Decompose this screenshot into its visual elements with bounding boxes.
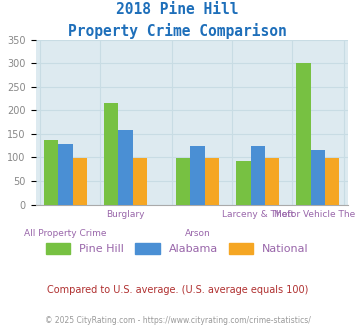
Text: Arson: Arson	[185, 229, 211, 238]
Bar	[325, 158, 339, 205]
Text: Compared to U.S. average. (U.S. average equals 100): Compared to U.S. average. (U.S. average …	[47, 285, 308, 295]
Bar	[58, 144, 73, 205]
Text: 2018 Pine Hill: 2018 Pine Hill	[116, 2, 239, 16]
Text: All Property Crime: All Property Crime	[24, 229, 107, 238]
Bar	[265, 158, 279, 205]
Text: Property Crime Comparison: Property Crime Comparison	[68, 23, 287, 39]
Legend: Pine Hill, Alabama, National: Pine Hill, Alabama, National	[42, 238, 313, 258]
Text: © 2025 CityRating.com - https://www.cityrating.com/crime-statistics/: © 2025 CityRating.com - https://www.city…	[45, 316, 310, 325]
Bar	[44, 140, 58, 205]
Bar	[251, 146, 265, 205]
Bar	[311, 150, 325, 205]
Bar	[205, 158, 219, 205]
Bar	[236, 161, 251, 205]
Bar	[296, 63, 311, 205]
Text: Burglary: Burglary	[106, 210, 145, 218]
Bar	[176, 158, 191, 205]
Text: Larceny & Theft: Larceny & Theft	[222, 210, 294, 218]
Text: Motor Vehicle Theft: Motor Vehicle Theft	[274, 210, 355, 218]
Bar	[133, 158, 147, 205]
Bar	[191, 146, 205, 205]
Bar	[119, 130, 133, 205]
Bar	[73, 158, 87, 205]
Bar	[104, 103, 119, 205]
